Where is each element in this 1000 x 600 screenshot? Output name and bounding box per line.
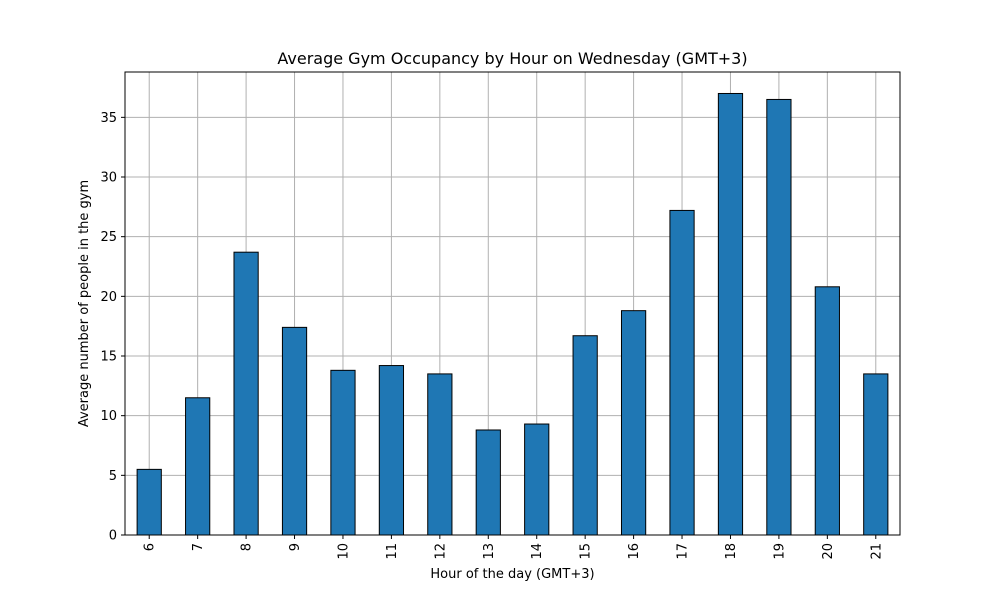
x-tick-label: 7 (191, 543, 206, 551)
x-tick-label: 6 (143, 543, 158, 551)
x-tick-label: 15 (579, 543, 594, 560)
y-tick-label: 10 (100, 409, 117, 424)
bar-hour-17 (669, 209, 695, 536)
bar-hour-21 (863, 373, 889, 536)
bar-hour-11 (378, 365, 405, 536)
x-tick-label: 19 (772, 543, 787, 560)
plot-frame (124, 71, 901, 536)
y-tick-label: 25 (100, 230, 117, 245)
bar-hour-13 (475, 429, 501, 536)
x-tick-label: 10 (336, 543, 351, 560)
x-tick-label: 17 (676, 543, 691, 560)
x-tick-label: 14 (530, 543, 545, 560)
chart-title: Average Gym Occupancy by Hour on Wednesd… (277, 49, 747, 68)
x-axis-label: Hour of the day (GMT+3) (430, 567, 594, 582)
x-tick-label: 20 (821, 543, 836, 560)
x-tick-label: 12 (433, 543, 448, 560)
bar-hour-8 (233, 251, 259, 536)
x-tick-label: 11 (385, 543, 400, 560)
y-tick-label: 30 (100, 171, 117, 186)
bar-layer (136, 92, 889, 536)
bar-hour-18 (717, 92, 744, 536)
bar-hour-15 (572, 335, 598, 536)
x-tick-label: 18 (724, 543, 739, 560)
bar-hour-16 (620, 310, 647, 536)
bar-hour-10 (330, 369, 356, 536)
x-tick-label: 16 (627, 543, 642, 560)
x-tick-label: 21 (869, 543, 884, 560)
y-axis-label: Average number of people in the gym (77, 180, 92, 427)
y-tick-label: 20 (100, 290, 117, 305)
bar-hour-9 (281, 326, 308, 536)
axis-layer: 0 5 10 15 20 25 30 35 6 7 8 9 10 11 12 13 14 15 16 17 18 19 20… (100, 111, 884, 560)
bar-hour-14 (524, 423, 550, 536)
y-tick-label: 0 (109, 529, 117, 544)
bar-hour-7 (185, 397, 211, 536)
x-tick-label: 13 (482, 543, 497, 560)
bar-hour-6 (136, 468, 162, 536)
bar-hour-19 (766, 98, 792, 536)
bar-hour-20 (814, 286, 840, 536)
x-tick-label: 8 (240, 543, 255, 551)
y-tick-label: 5 (109, 469, 117, 484)
y-tick-label: 15 (100, 350, 117, 365)
x-tick-label: 9 (288, 543, 303, 551)
y-tick-label: 35 (100, 111, 117, 126)
bar-hour-12 (427, 373, 453, 536)
